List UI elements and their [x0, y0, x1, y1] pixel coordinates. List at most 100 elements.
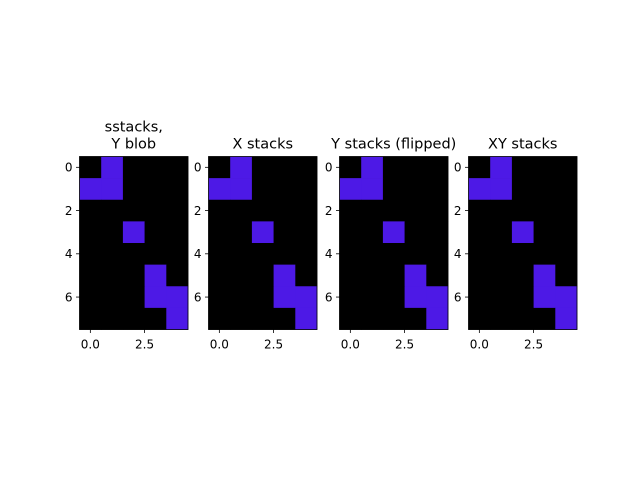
heatmap-cell [79, 178, 102, 201]
heatmap-cell [555, 199, 578, 222]
heatmap-cell [555, 243, 578, 265]
heatmap-cell [101, 199, 124, 222]
heatmap-cell [208, 221, 231, 244]
heatmap-cell [339, 199, 362, 222]
heatmap-cell [79, 286, 102, 309]
heatmap-cell [404, 178, 427, 201]
heatmap-cell [511, 199, 534, 222]
y-tick-label: 2 [65, 204, 73, 218]
heatmap-cell [208, 156, 231, 179]
heatmap-cell [468, 221, 491, 244]
y-tick-label: 6 [325, 290, 333, 304]
subplot-title: XY stacks [488, 137, 557, 153]
x-tick-label: 2.5 [395, 338, 414, 352]
heatmap-cell [490, 243, 513, 265]
heatmap-cell [208, 286, 231, 309]
heatmap-cell [468, 243, 491, 265]
subplot-4: XY stacks 0.0 2.5 0 2 4 6 [454, 137, 578, 352]
heatmap-cell [426, 199, 449, 222]
heatmap-cell [555, 178, 578, 201]
heatmap-cell [468, 178, 491, 201]
heatmap-cell [533, 264, 556, 287]
y-tick-label: 6 [194, 290, 202, 304]
y-tick-label: 4 [325, 247, 333, 261]
heatmap-cell [144, 221, 167, 244]
heatmap-cell [426, 264, 449, 287]
subplot-grid: sstacks,Y blob 0.0 2.5 0 2 4 6 X stacks 0.0 2.5 0 2… [65, 120, 578, 352]
heatmap-cell [166, 286, 189, 309]
heatmap-cell [295, 199, 318, 222]
heatmap-cell [144, 178, 167, 201]
heatmap-cell [144, 199, 167, 222]
heatmap-cell [230, 221, 253, 244]
heatmap-cell [382, 221, 405, 244]
x-tick-label: 0.0 [210, 338, 229, 352]
heatmap-cell [295, 286, 318, 309]
axes-frame [468, 156, 578, 330]
heatmap-cell [339, 221, 362, 244]
heatmap-cell [230, 156, 253, 179]
axes-frame [208, 156, 318, 330]
heatmap-cell [251, 307, 274, 330]
y-tick-label: 0 [65, 161, 73, 175]
heatmap-cell [251, 156, 274, 179]
heatmap-cell [295, 178, 318, 201]
heatmap-cell [404, 243, 427, 265]
heatmap-cell [144, 156, 167, 179]
heatmap-cell [404, 264, 427, 287]
heatmap-cell [382, 178, 405, 201]
heatmap-cell [533, 243, 556, 265]
heatmap-cell [490, 307, 513, 330]
x-tick-label: 0.0 [341, 338, 360, 352]
heatmap-cell [404, 156, 427, 179]
subplot-title: Y blob [110, 137, 156, 153]
heatmap-cell [382, 286, 405, 309]
heatmap-cell [533, 286, 556, 309]
axes-frame [339, 156, 449, 330]
heatmap-cell [555, 156, 578, 179]
x-tick-label: 2.5 [524, 338, 543, 352]
heatmap-cell [208, 243, 231, 265]
heatmap-cell [295, 264, 318, 287]
heatmap-cell [361, 286, 384, 309]
heatmap-cell [251, 264, 274, 287]
y-tick-label: 4 [454, 247, 462, 261]
heatmap-cell [404, 307, 427, 330]
subplot-2: X stacks 0.0 2.5 0 2 4 6 [194, 137, 318, 352]
heatmap-cell [101, 156, 124, 179]
heatmap-cell [295, 221, 318, 244]
y-tick-label: 6 [65, 290, 73, 304]
heatmap-cell [533, 199, 556, 222]
heatmap-cell [511, 156, 534, 179]
y-tick-label: 0 [454, 161, 462, 175]
heatmap-cell [101, 286, 124, 309]
heatmap-cell [144, 286, 167, 309]
heatmap-cell [166, 199, 189, 222]
heatmap-cell [230, 178, 253, 201]
heatmap-cell [273, 243, 296, 265]
heatmap-cell [468, 264, 491, 287]
heatmap-cell [511, 221, 534, 244]
heatmap-cell [533, 221, 556, 244]
heatmap-cell [79, 264, 102, 287]
heatmap-cell [230, 307, 253, 330]
heatmap-cell [404, 221, 427, 244]
heatmap-cell [101, 243, 124, 265]
heatmap-cell [533, 156, 556, 179]
heatmap-cell [273, 199, 296, 222]
heatmap-cell [555, 264, 578, 287]
heatmap-cell [251, 286, 274, 309]
heatmap-cell [101, 221, 124, 244]
x-tick-label: 0.0 [81, 338, 100, 352]
y-tick-label: 2 [194, 204, 202, 218]
heatmap-cell [511, 243, 534, 265]
heatmap-cell [361, 178, 384, 201]
heatmap-cell [555, 221, 578, 244]
heatmap-cell [426, 178, 449, 201]
heatmap-cell [273, 264, 296, 287]
y-tick-label: 0 [194, 161, 202, 175]
heatmap-cell [122, 286, 145, 309]
heatmap-cell [79, 199, 102, 222]
y-tick-label: 4 [194, 247, 202, 261]
heatmap-cell [230, 243, 253, 265]
